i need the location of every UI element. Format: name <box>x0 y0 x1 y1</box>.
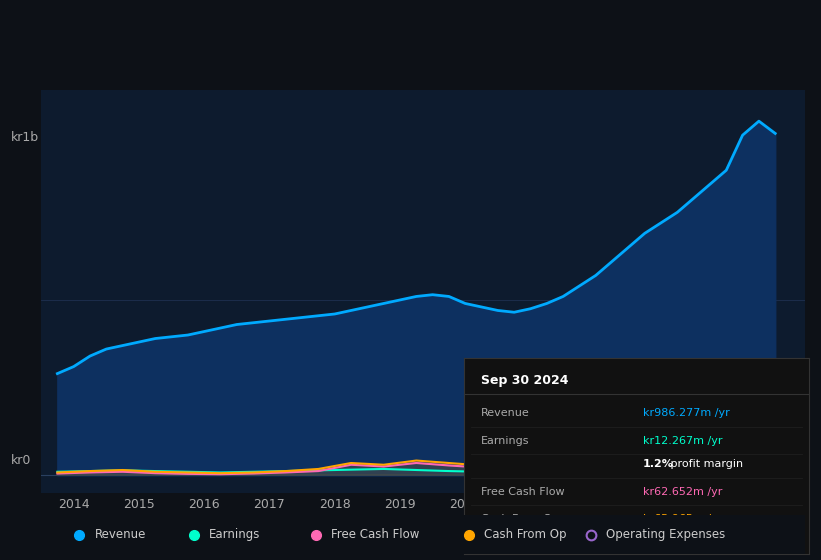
Text: Revenue: Revenue <box>481 408 530 418</box>
Text: Sep 30 2024: Sep 30 2024 <box>481 374 569 387</box>
Text: kr62.652m /yr: kr62.652m /yr <box>643 487 722 497</box>
Text: No data: No data <box>643 540 687 549</box>
Text: kr986.277m /yr: kr986.277m /yr <box>643 408 730 418</box>
Text: Earnings: Earnings <box>481 436 530 446</box>
Text: kr0: kr0 <box>11 454 31 467</box>
Text: 1.2%: 1.2% <box>643 459 674 469</box>
Text: profit margin: profit margin <box>667 459 744 469</box>
Text: Operating Expenses: Operating Expenses <box>481 540 594 549</box>
Text: Cash From Op: Cash From Op <box>481 514 559 524</box>
Text: Operating Expenses: Operating Expenses <box>606 528 725 542</box>
Text: Free Cash Flow: Free Cash Flow <box>331 528 420 542</box>
Text: Free Cash Flow: Free Cash Flow <box>481 487 565 497</box>
Text: Revenue: Revenue <box>94 528 146 542</box>
Text: kr1b: kr1b <box>11 132 39 144</box>
Text: Cash From Op: Cash From Op <box>484 528 566 542</box>
Text: Earnings: Earnings <box>209 528 260 542</box>
Text: kr12.267m /yr: kr12.267m /yr <box>643 436 722 446</box>
Text: kr65.965m /yr: kr65.965m /yr <box>643 514 722 524</box>
